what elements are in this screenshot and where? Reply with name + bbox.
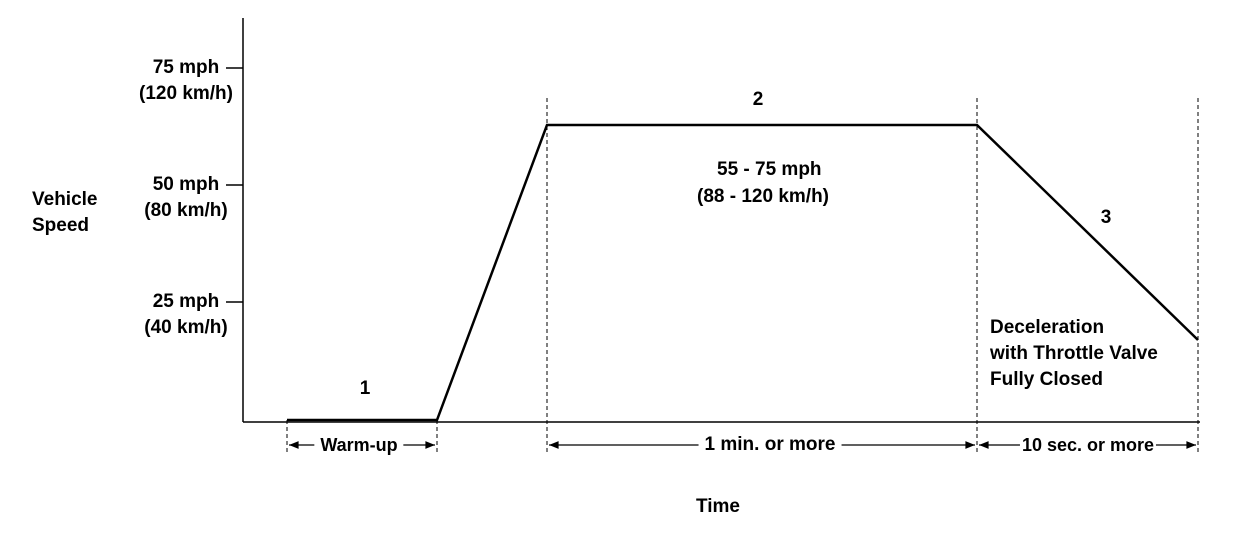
y-axis-label: Vehicle Speed xyxy=(32,189,98,236)
phase-dividers xyxy=(286,98,1199,452)
phase-note: with Throttle Valve xyxy=(990,343,1158,364)
phase-note: 55 - 75 mph xyxy=(717,159,822,180)
phase-number: 3 xyxy=(1100,207,1112,228)
tick-label: (80 km/h) xyxy=(144,200,228,221)
tick-label: (120 km/h) xyxy=(139,83,233,104)
duration-label: Warm-up xyxy=(314,432,404,458)
tick-label: 25 mph xyxy=(152,291,220,312)
phase-note: Deceleration xyxy=(990,317,1105,338)
phase-number: 2 xyxy=(752,89,764,110)
speed-profile xyxy=(287,123,1199,422)
duration-label: 10 sec. or more xyxy=(1019,432,1157,458)
phase-note: Fully Closed xyxy=(990,369,1103,390)
tick-label: 75 mph xyxy=(152,57,220,78)
x-axis-label: Time xyxy=(695,496,741,517)
tick-label: (40 km/h) xyxy=(144,317,228,338)
duration-label: 1 min. or more xyxy=(698,432,842,458)
phase-note: (88 - 120 km/h) xyxy=(697,186,829,207)
phase-number: 1 xyxy=(359,378,371,399)
tick-label: 50 mph xyxy=(152,174,220,195)
